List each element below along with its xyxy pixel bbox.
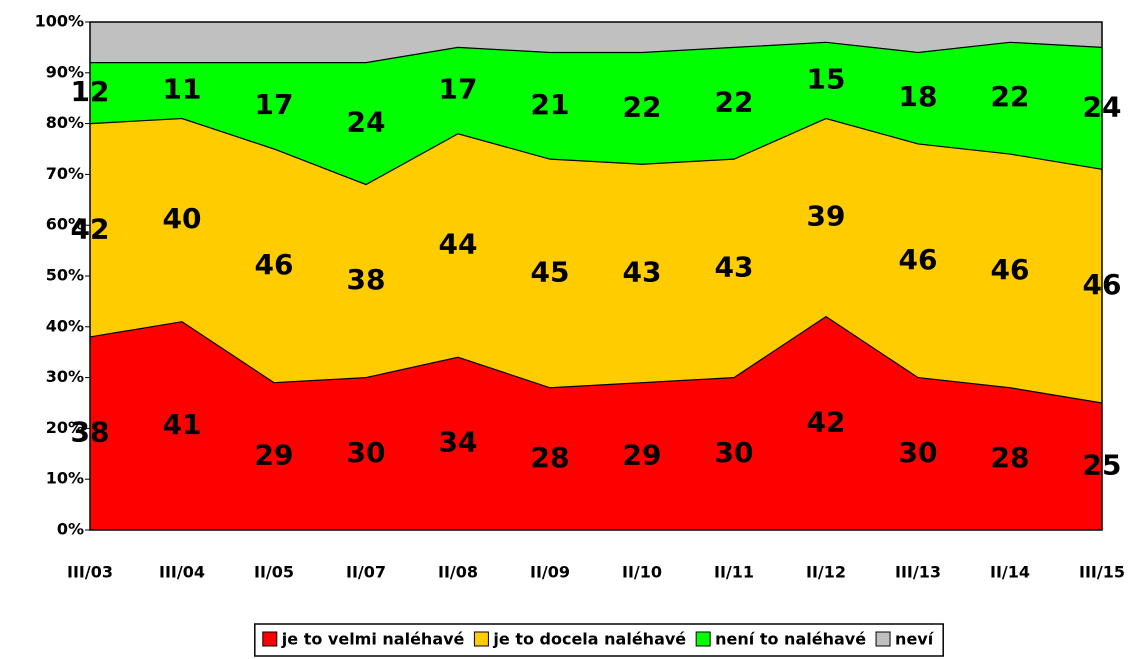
x-tick-label: III/04: [159, 563, 205, 582]
data-label: 46: [991, 253, 1030, 286]
data-label: 15: [807, 62, 846, 95]
data-label: 29: [255, 438, 294, 471]
data-label: 28: [991, 441, 1030, 474]
legend-label: je to velmi naléhavé: [281, 630, 465, 649]
data-label: 34: [439, 426, 478, 459]
area: [90, 42, 1102, 185]
legend-label: je to docela naléhavé: [492, 630, 686, 649]
legend-swatch: [473, 631, 489, 647]
x-tick-label: III/13: [895, 563, 941, 582]
legend-label: neví: [895, 630, 935, 649]
x-tick-label: II/10: [622, 563, 662, 582]
x-tick-label: III/03: [67, 563, 113, 582]
area-boundary: [89, 117, 1103, 186]
data-label: 17: [439, 73, 478, 106]
data-label: 41: [163, 408, 202, 441]
legend-swatch: [262, 631, 278, 647]
area-boundary: [90, 41, 1103, 64]
data-label: 22: [715, 85, 754, 118]
y-tick-label: 50%: [46, 266, 84, 285]
data-label: 46: [899, 243, 938, 276]
area: [90, 316, 1102, 530]
x-tick-label: II/05: [254, 563, 294, 582]
data-label: 46: [255, 248, 294, 281]
y-tick-label: 100%: [35, 12, 84, 31]
legend-swatch: [695, 631, 711, 647]
data-label: 30: [347, 436, 386, 469]
data-label: 22: [623, 90, 662, 123]
legend-box: [254, 623, 944, 657]
data-label: 17: [255, 88, 294, 121]
legend-swatch: [875, 631, 891, 647]
data-label: 25: [1083, 449, 1122, 482]
y-tick-label: 60%: [46, 215, 84, 234]
data-label: 39: [807, 200, 846, 233]
data-label: 22: [991, 80, 1030, 113]
data-label: 24: [1083, 90, 1122, 123]
data-label: 38: [71, 415, 110, 448]
data-label: 28: [531, 441, 570, 474]
y-tick-label: 30%: [46, 367, 84, 386]
area-boundary: [89, 315, 1103, 404]
x-tick-label: II/12: [806, 563, 846, 582]
x-tick-label: II/14: [990, 563, 1030, 582]
data-label: 24: [347, 106, 386, 139]
data-label: 43: [623, 255, 662, 288]
data-label: 18: [899, 80, 938, 113]
legend-label: není to naléhavé: [715, 630, 866, 649]
data-label: 29: [623, 438, 662, 471]
data-label: 12: [71, 75, 110, 108]
y-tick-label: 0%: [57, 520, 84, 539]
data-label: 44: [439, 228, 478, 261]
x-tick-label: III/15: [1079, 563, 1125, 582]
data-label: 43: [715, 250, 754, 283]
data-label: 21: [531, 88, 570, 121]
x-tick-label: II/11: [714, 563, 754, 582]
x-tick-label: II/08: [438, 563, 478, 582]
y-tick-label: 10%: [46, 469, 84, 488]
data-label: 38: [347, 263, 386, 296]
y-tick-label: 80%: [46, 113, 84, 132]
data-label: 45: [531, 255, 570, 288]
y-tick-label: 40%: [46, 316, 84, 335]
area: [90, 22, 1102, 63]
legend: je to velmi naléhavé je to docela naléhav…: [254, 623, 944, 657]
data-label: 40: [163, 202, 202, 235]
data-label: 42: [807, 405, 846, 438]
data-label: 30: [899, 436, 938, 469]
y-tick-label: 20%: [46, 418, 84, 437]
data-label: 46: [1083, 268, 1122, 301]
data-label: 30: [715, 436, 754, 469]
data-label: 42: [71, 212, 110, 245]
x-tick-label: II/07: [346, 563, 386, 582]
y-tick-label: 70%: [46, 164, 84, 183]
x-tick-label: II/09: [530, 563, 570, 582]
data-label: 11: [163, 73, 202, 106]
y-tick-label: 90%: [46, 62, 84, 81]
